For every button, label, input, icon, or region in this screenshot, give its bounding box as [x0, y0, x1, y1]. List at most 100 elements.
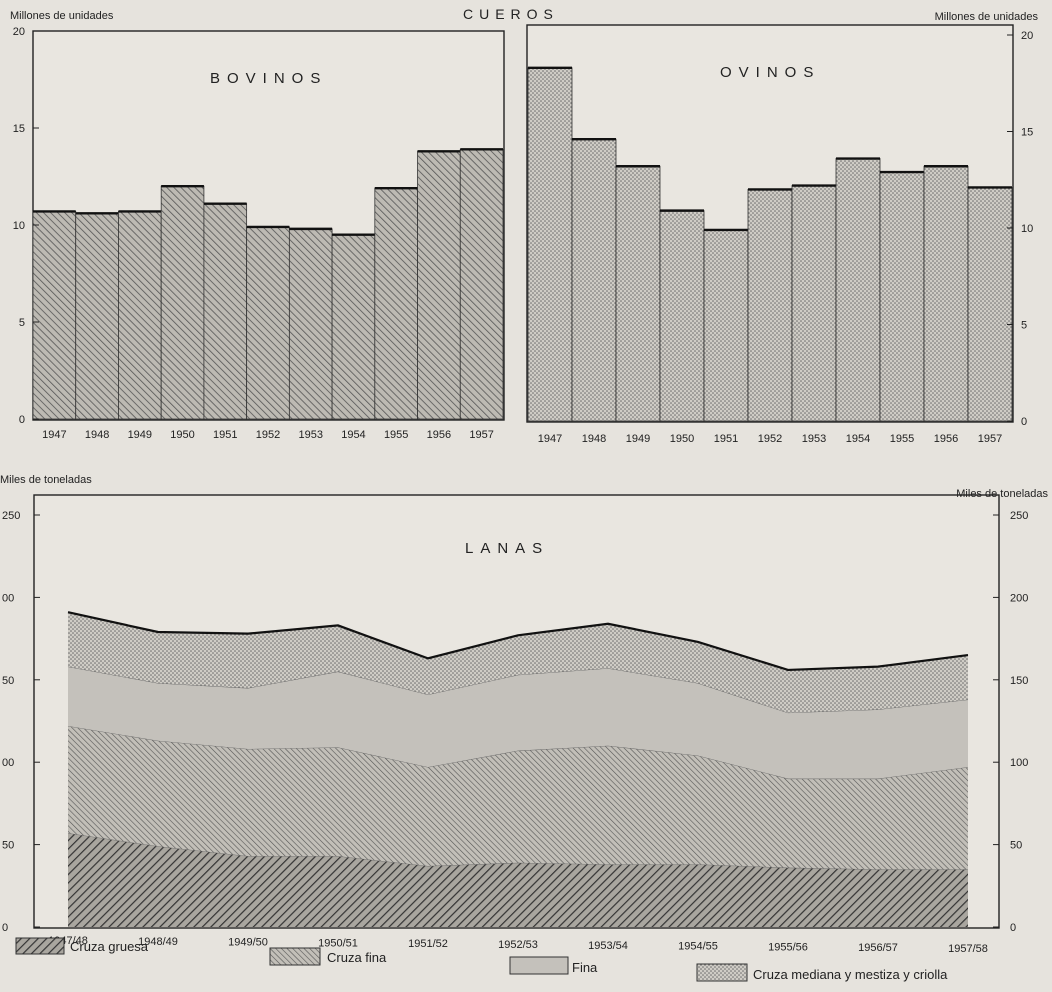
bar-1956 [923, 165, 969, 422]
bar-1950 [160, 185, 205, 420]
bar-1949 [118, 211, 162, 420]
bar-1948 [75, 212, 119, 420]
x-tick-1952: 1952 [758, 433, 782, 445]
x-tick-1950: 1950 [670, 433, 694, 445]
y-tick-right-0: 0 [1010, 922, 1016, 934]
x-tick-1951: 1951 [213, 429, 237, 441]
ovinos-bars [527, 66, 1013, 422]
ovinos-x-ticks: 1947 1948 1949 1950 1951 1952 1953 1954 1955 1956… [538, 433, 1002, 445]
ovinos-ylabel: Millones de unidades [935, 11, 1039, 23]
bovinos-x-ticks: 1947 1948 1949 1950 1951 1952 1953 1954 1955 1956… [42, 429, 494, 441]
bar-1948 [571, 138, 617, 422]
legend-item-cruza-mediana: Cruza mediana y mestiza y criolla [696, 963, 948, 982]
bar-1957 [967, 187, 1013, 422]
bovinos-panel: Millones de unidades BOVINOS 0 5 10 15 20 19… [10, 10, 505, 441]
y-tick-left-3: 50 [2, 675, 14, 687]
y-tick-left-2: 00 [2, 757, 14, 769]
y-tick-5: 5 [1021, 320, 1027, 332]
x-tick-1957: 1957 [469, 429, 493, 441]
bar-1952 [246, 226, 290, 420]
bar-1954 [331, 234, 376, 420]
x-tick-1954-55: 1954/55 [678, 941, 718, 953]
y-tick-right-250: 250 [1010, 510, 1028, 522]
area-fina [68, 666, 968, 779]
x-tick-1957-58: 1957/58 [948, 943, 988, 955]
x-tick-1949: 1949 [626, 433, 650, 445]
y-tick-15: 15 [13, 123, 25, 135]
bar-1951 [703, 229, 749, 422]
bar-1953 [288, 228, 333, 420]
legend-label-cruza-fina: Cruza fina [327, 950, 387, 965]
y-tick-10: 10 [1021, 223, 1033, 235]
legend-item-cruza-gruesa: Cruza gruesa [15, 937, 149, 955]
bar-1950 [659, 210, 705, 422]
bovinos-bars [32, 148, 504, 420]
x-tick-1948: 1948 [582, 433, 606, 445]
y-tick-0: 0 [19, 414, 25, 426]
y-tick-15: 15 [1021, 127, 1033, 139]
x-tick-1947: 1947 [42, 429, 66, 441]
x-tick-1951-52: 1951/52 [408, 938, 448, 950]
x-tick-1955-56: 1955/56 [768, 941, 808, 953]
bar-1953 [791, 185, 837, 422]
y-tick-left-5: 250 [2, 510, 20, 522]
bovinos-title: BOVINOS [210, 70, 327, 87]
legend-label-cruza-mediana: Cruza mediana y mestiza y criolla [753, 967, 948, 982]
legend: Cruza gruesa Cruza fina Fina Cruza media… [15, 937, 948, 982]
x-tick-1949-50: 1949/50 [228, 937, 268, 949]
y-tick-0: 0 [1021, 416, 1027, 428]
bar-1955 [374, 187, 418, 420]
y-tick-20: 20 [13, 26, 25, 38]
bar-1957 [459, 148, 504, 420]
x-tick-1950-51: 1950/51 [318, 937, 358, 949]
x-tick-1956-57: 1956/57 [858, 942, 898, 954]
bar-1949 [615, 165, 661, 422]
x-tick-1950: 1950 [170, 429, 194, 441]
ovinos-y-ticks: 0 5 10 15 20 [1007, 30, 1033, 428]
bovinos-y-ticks: 0 5 10 15 20 [13, 26, 39, 426]
x-tick-1955: 1955 [890, 433, 914, 445]
y-tick-left-4: 00 [2, 592, 14, 604]
legend-item-fina: Fina [509, 956, 598, 975]
area-cruza-gruesa [68, 833, 968, 927]
y-tick-right-150: 150 [1010, 675, 1028, 687]
bovinos-ylabel: Millones de unidades [10, 10, 114, 22]
x-tick-1955: 1955 [384, 429, 408, 441]
lanas-ylabel-left: Miles de toneladas [0, 474, 92, 486]
x-tick-1953: 1953 [802, 433, 826, 445]
area-edge-cruza-mediana [67, 611, 969, 672]
x-tick-1948-49: 1948/49 [138, 936, 178, 948]
bar-1952 [747, 188, 793, 422]
main-title: CUEROS [463, 6, 559, 22]
y-tick-10: 10 [13, 220, 25, 232]
y-tick-left-0: 0 [2, 922, 8, 934]
y-tick-right-50: 50 [1010, 840, 1022, 852]
lanas-panel: Miles de toneladas Miles de toneladas LA… [0, 474, 1048, 955]
ovinos-panel: Millones de unidades OVINOS 0 5 10 15 20 194… [526, 11, 1039, 445]
x-tick-1952: 1952 [256, 429, 280, 441]
x-tick-1953: 1953 [298, 429, 322, 441]
x-tick-1948: 1948 [85, 429, 109, 441]
x-tick-1956: 1956 [934, 433, 958, 445]
area-cruza-mediana [68, 612, 968, 713]
legend-swatch-cruza-gruesa [15, 937, 65, 955]
lanas-areas [67, 611, 969, 927]
area-cruza-fina [68, 725, 968, 870]
lanas-ylabel-right: Miles de toneladas [956, 488, 1048, 500]
legend-swatch-cruza-mediana [696, 963, 748, 982]
y-tick-20: 20 [1021, 30, 1033, 42]
x-tick-1957: 1957 [978, 433, 1002, 445]
x-tick-1952-53: 1952/53 [498, 939, 538, 951]
x-tick-1954: 1954 [846, 433, 870, 445]
legend-swatch-fina [509, 956, 569, 975]
bar-1951 [203, 203, 248, 420]
bar-1954 [835, 158, 881, 422]
x-tick-1949: 1949 [128, 429, 152, 441]
y-tick-5: 5 [19, 317, 25, 329]
x-tick-1956: 1956 [427, 429, 451, 441]
x-tick-1953-54: 1953/54 [588, 940, 628, 952]
lanas-x-ticks: 1947/48 1948/49 1949/50 1950/51 1951/52 1952/… [48, 935, 988, 955]
y-tick-right-200: 200 [1010, 592, 1028, 604]
